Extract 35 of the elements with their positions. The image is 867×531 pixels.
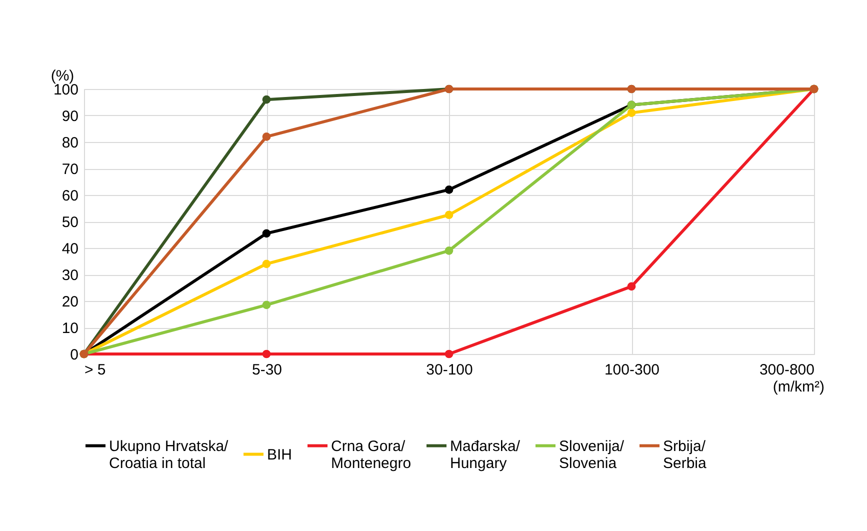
y-tick-label: 30: [62, 267, 78, 284]
point: [262, 229, 271, 238]
legend-label: BIH: [267, 446, 292, 464]
x-tick-label: 30-100: [426, 362, 473, 378]
point: [262, 350, 271, 358]
point: [444, 186, 454, 194]
point: [444, 246, 454, 255]
y-tick-label: 40: [62, 240, 78, 258]
legend-label: Crna Gora/ Montenegro: [331, 438, 412, 472]
x-tick-label: 300-800: [759, 362, 814, 378]
x-tick-label: > 5: [84, 362, 106, 378]
point: [444, 350, 454, 358]
point: [262, 132, 271, 141]
point: [444, 210, 454, 220]
point: [262, 95, 271, 104]
y-tick-label: 70: [62, 161, 78, 178]
y-axis-title: (%): [50, 68, 74, 84]
y-tick-label: 10: [62, 320, 78, 337]
y-tick-label: 60: [62, 188, 78, 204]
point: [262, 260, 271, 268]
point: [262, 300, 271, 310]
point: [627, 282, 636, 291]
y-tick-label: 20: [62, 294, 78, 310]
x-axis-title: (m/km²): [772, 378, 824, 396]
legend-label: Mađarska/ Hungary: [450, 438, 521, 472]
legend-label: Srbija/ Serbia: [663, 438, 708, 472]
y-tick-label: 0: [70, 346, 78, 364]
point: [627, 108, 636, 118]
y-tick-label: 50: [62, 214, 78, 231]
legend-label: Slovenija/ Slovenia: [559, 438, 625, 472]
x-tick-label: 5-30: [252, 362, 282, 378]
y-tick-label: 90: [62, 108, 78, 125]
x-tick-label: 100-300: [604, 362, 660, 378]
legend-label: Ukupno Hrvatska/ Croatia in total: [109, 438, 230, 472]
y-tick-label: 80: [62, 134, 78, 152]
